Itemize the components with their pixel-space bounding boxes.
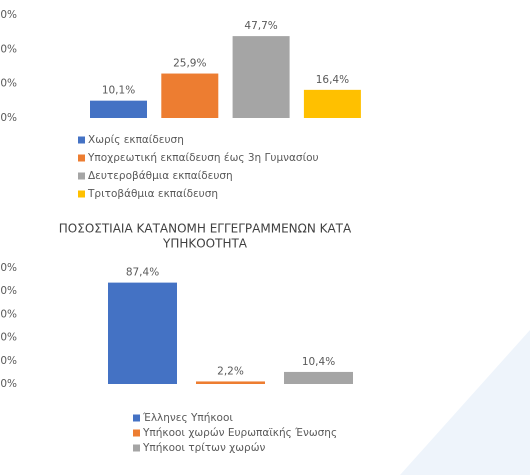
bar <box>303 89 361 118</box>
y-tick-label: 100,0% <box>0 262 17 274</box>
chart-title: ΠΟΣΟΣΤΙΑΙΑ ΚΑΤΑΝΟΜΗ ΕΓΓΕΓΡΑΜΜΕΝΩΝ ΚΑΤΑ <box>59 222 352 236</box>
legend-label: Τριτοβάθμια εκπαίδευση <box>87 188 218 200</box>
bar <box>90 100 147 118</box>
y-tick-label: 60% <box>0 9 17 21</box>
data-label: 16,4% <box>316 74 349 86</box>
legend-swatch <box>133 429 140 437</box>
legend-label: Υπήκοοι χωρών Ευρωπαϊκής Ένωσης <box>142 427 337 439</box>
legend-label: Υπήκοοι τρίτων χωρών <box>142 442 265 454</box>
y-tick-label: 20% <box>0 78 17 90</box>
chart-title: ΥΠΗΚΟΟΤΗΤΑ <box>162 237 248 251</box>
legend-label: Χωρίς εκπαίδευση <box>88 134 184 146</box>
y-tick-label: 20,0% <box>0 355 17 367</box>
legend-swatch <box>78 136 85 144</box>
bar <box>108 282 177 384</box>
data-label: 10,1% <box>102 85 135 97</box>
y-tick-label: 40% <box>0 43 17 55</box>
data-label: 87,4% <box>126 267 159 279</box>
y-tick-label: 80,0% <box>0 285 17 297</box>
y-tick-label: 60,0% <box>0 308 17 320</box>
bar <box>284 371 353 384</box>
legend-label: Έλληνες Υπήκοοι <box>142 412 233 424</box>
data-label: 47,7% <box>244 20 277 32</box>
y-tick-label: 0,0% <box>0 378 17 390</box>
legend-swatch <box>78 190 85 198</box>
data-label: 10,4% <box>302 356 335 368</box>
legend-swatch <box>78 172 85 180</box>
bar <box>232 36 290 118</box>
legend-swatch <box>133 444 140 452</box>
y-tick-label: 0% <box>0 112 17 124</box>
bar <box>161 73 219 118</box>
legend-label: Υποχρεωτική εκπαίδευση έως 3η Γυμνασίου <box>87 152 319 164</box>
y-tick-label: 40,0% <box>0 332 17 344</box>
data-label: 25,9% <box>173 58 206 70</box>
data-label: 2,2% <box>217 365 244 377</box>
decoration <box>400 330 530 475</box>
bar <box>196 381 265 384</box>
legend-swatch <box>78 154 85 162</box>
legend-label: Δευτεροβάθμια εκπαίδευση <box>88 170 233 182</box>
legend-swatch <box>133 414 140 422</box>
